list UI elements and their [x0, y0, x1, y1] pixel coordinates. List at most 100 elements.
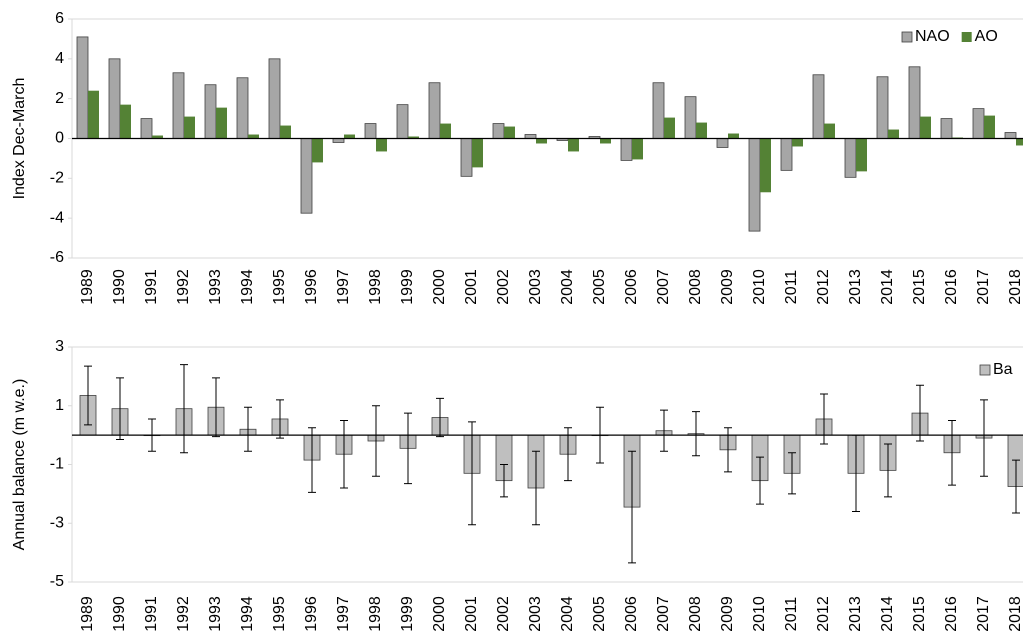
bar	[824, 123, 835, 139]
x-tick-label: 2004	[559, 269, 576, 305]
bar	[376, 138, 387, 152]
x-tick-label: 2000	[431, 596, 448, 632]
x-tick-label: 1992	[175, 596, 192, 632]
error-bar	[244, 406, 252, 452]
x-tick-label: 2004	[559, 596, 576, 632]
bar	[88, 90, 99, 139]
y-tick-label: 1	[55, 397, 64, 414]
x-tick-label: 2014	[879, 269, 896, 305]
x-tick-label: 1989	[79, 269, 96, 305]
bar	[120, 104, 131, 139]
error-bar	[564, 427, 572, 482]
x-tick-label: 2018	[1007, 596, 1023, 632]
legend-swatch	[901, 31, 913, 43]
x-tick-label: 2009	[719, 269, 736, 305]
x-tick-label: 2003	[527, 596, 544, 632]
bar	[920, 116, 931, 139]
error-bar	[980, 399, 988, 477]
x-tick-label: 2002	[495, 269, 512, 305]
bar	[312, 138, 323, 163]
error-bar	[692, 411, 700, 457]
bar	[440, 123, 451, 139]
y-tick-label: 4	[55, 50, 64, 67]
legend-label: NAO	[915, 28, 950, 45]
y-tick-label: 0	[55, 130, 64, 147]
bar	[472, 138, 483, 168]
bar	[108, 58, 121, 139]
x-tick-label: 2013	[847, 596, 864, 632]
error-bar	[340, 419, 348, 489]
bar	[844, 138, 857, 178]
bar	[972, 108, 985, 139]
x-tick-label: 2017	[975, 596, 992, 632]
x-tick-label: 2013	[847, 269, 864, 305]
error-bar	[84, 365, 92, 426]
legend-label: AO	[975, 28, 998, 45]
bar	[856, 138, 867, 172]
x-tick-label: 2015	[911, 596, 928, 632]
error-bar	[916, 384, 924, 442]
error-bar	[180, 364, 188, 454]
x-tick-label: 2017	[975, 269, 992, 305]
bar	[184, 116, 195, 139]
y-tick-label: -4	[50, 209, 64, 226]
y-axis-label: Index Dec-March	[11, 78, 28, 200]
x-tick-label: 2011	[783, 270, 800, 305]
x-tick-label: 2009	[719, 596, 736, 632]
bar	[280, 125, 291, 139]
bar	[344, 134, 355, 139]
error-bar	[276, 399, 284, 439]
x-tick-label: 2006	[623, 596, 640, 632]
bar	[204, 84, 217, 139]
error-bar	[660, 409, 668, 452]
x-tick-label: 2007	[655, 269, 672, 305]
bar	[716, 138, 729, 148]
bar	[396, 104, 409, 139]
bar	[632, 138, 643, 160]
x-tick-label: 2005	[591, 269, 608, 305]
x-tick-label: 1992	[175, 269, 192, 305]
bar	[984, 115, 995, 139]
x-tick-label: 2014	[879, 596, 896, 632]
error-bar	[788, 452, 796, 495]
bar	[236, 77, 249, 139]
bar	[216, 107, 227, 139]
x-tick-label: 1995	[271, 596, 288, 632]
bar	[536, 138, 547, 144]
x-tick-label: 1996	[303, 269, 320, 305]
x-tick-label: 2002	[495, 596, 512, 632]
bar	[460, 138, 473, 177]
x-tick-label: 1999	[399, 596, 416, 632]
error-bar	[372, 405, 380, 477]
x-tick-label: 1995	[271, 269, 288, 305]
bar	[792, 138, 803, 147]
error-bar	[948, 419, 956, 486]
bar	[696, 122, 707, 139]
x-tick-label: 1991	[143, 269, 160, 305]
bar	[172, 72, 185, 139]
x-tick-label: 1990	[111, 269, 128, 305]
x-tick-label: 2001	[463, 596, 480, 632]
error-bar	[756, 456, 764, 505]
bar	[760, 138, 771, 193]
y-tick-label: -6	[50, 249, 64, 266]
bar	[728, 133, 739, 139]
bar	[620, 138, 633, 161]
x-tick-label: 1994	[239, 596, 256, 632]
x-tick-label: 1999	[399, 269, 416, 305]
error-bar	[628, 450, 636, 564]
x-tick-label: 2015	[911, 269, 928, 305]
bar	[568, 138, 579, 152]
bar	[504, 126, 515, 139]
bar	[152, 135, 163, 139]
x-tick-label: 2016	[943, 269, 960, 305]
bar	[1016, 138, 1023, 146]
x-tick-label: 2018	[1007, 269, 1023, 305]
error-bar	[404, 412, 412, 485]
bar	[428, 82, 441, 139]
x-tick-label: 2016	[943, 596, 960, 632]
x-tick-label: 2010	[751, 596, 768, 632]
x-tick-label: 2006	[623, 269, 640, 305]
